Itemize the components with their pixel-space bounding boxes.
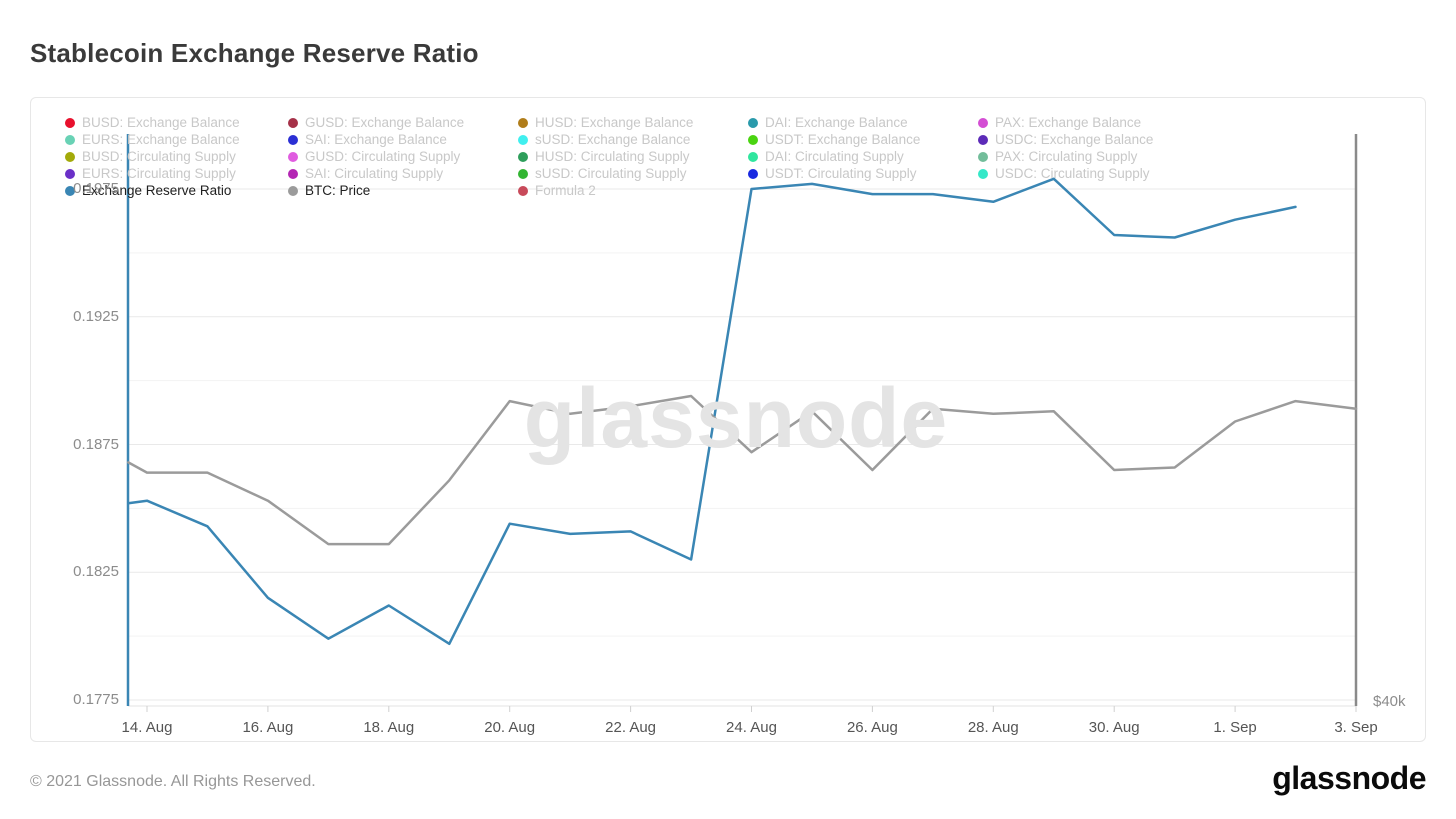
y-axis-tick-label: 0.1825 (73, 563, 119, 581)
legend-dot-icon (978, 151, 988, 162)
legend-item-label: sUSD: Exchange Balance (535, 132, 691, 147)
legend-dot-icon (65, 117, 75, 128)
y-axis-tick-label: 0.1875 (73, 435, 119, 453)
legend-item-label: HUSD: Circulating Supply (535, 149, 690, 164)
legend-item-busd-exchange-balance[interactable]: BUSD: Exchange Balance (65, 114, 240, 131)
legend-dot-icon (748, 168, 758, 179)
x-axis-tick-label: 3. Sep (1334, 719, 1378, 736)
legend-dot-icon (748, 117, 758, 128)
legend-item-label: EURS: Circulating Supply (82, 166, 236, 181)
right-axis-tick-label: $40k (1373, 693, 1406, 710)
x-axis-tick-label: 18. Aug (363, 719, 415, 736)
chart-canvas (126, 134, 1358, 712)
legend-item-gusd-circulating-supply[interactable]: GUSD: Circulating Supply (288, 148, 460, 165)
x-axis-tick-label: 30. Aug (1088, 719, 1140, 736)
legend-dot-icon (65, 151, 75, 162)
page-title: Stablecoin Exchange Reserve Ratio (30, 38, 479, 68)
x-axis-tick-label: 16. Aug (242, 719, 294, 736)
legend-item-label: DAI: Circulating Supply (765, 149, 904, 164)
x-axis-tick-label: 28. Aug (967, 719, 1019, 736)
legend-dot-icon (978, 134, 988, 145)
legend-dot-icon (978, 168, 988, 179)
legend-dot-icon (65, 185, 75, 196)
legend-item-husd-circulating-supply[interactable]: HUSD: Circulating Supply (518, 148, 690, 165)
legend-dot-icon (518, 151, 528, 162)
legend-item-label: BUSD: Exchange Balance (82, 115, 240, 130)
legend-item-sai-circulating-supply[interactable]: SAI: Circulating Supply (288, 165, 443, 182)
legend-item-susd-circulating-supply[interactable]: sUSD: Circulating Supply (518, 165, 687, 182)
legend-item-label: Formula 2 (535, 183, 596, 198)
legend-dot-icon (65, 168, 75, 179)
legend-item-btc-price[interactable]: BTC: Price (288, 182, 370, 199)
legend-item-label: PAX: Circulating Supply (995, 149, 1138, 164)
legend-dot-icon (65, 134, 75, 145)
legend-dot-icon (288, 151, 298, 162)
legend-item-label: BTC: Price (305, 183, 371, 198)
legend-dot-icon (518, 185, 528, 196)
footer-copyright: © 2021 Glassnode. All Rights Reserved. (30, 773, 316, 790)
series-line-btc-price (127, 394, 1358, 546)
legend-dot-icon (748, 134, 758, 145)
legend-item-busd-circulating-supply[interactable]: BUSD: Circulating Supply (65, 148, 236, 165)
legend-dot-icon (978, 117, 988, 128)
legend-item-susd-exchange-balance[interactable]: sUSD: Exchange Balance (518, 131, 690, 148)
legend-dot-icon (518, 117, 528, 128)
legend-item-eurs-exchange-balance[interactable]: EURS: Exchange Balance (65, 131, 240, 148)
legend-item-label: USDC: Exchange Balance (995, 132, 1154, 147)
legend-item-formula-2[interactable]: Formula 2 (518, 182, 596, 199)
chart-card: glassnode BUSD: Exchange Balance GUSD: Ex… (30, 97, 1426, 742)
legend-item-label: EURS: Exchange Balance (82, 132, 240, 147)
legend-item-exchange-reserve-ratio[interactable]: Exchange Reserve Ratio (65, 182, 231, 199)
legend-dot-icon (518, 134, 528, 145)
legend-dot-icon (288, 117, 298, 128)
legend-item-dai-exchange-balance[interactable]: DAI: Exchange Balance (748, 114, 908, 131)
legend-item-usdt-circulating-supply[interactable]: USDT: Circulating Supply (748, 165, 917, 182)
legend-dot-icon (518, 168, 528, 179)
legend-item-usdc-circulating-supply[interactable]: USDC: Circulating Supply (978, 165, 1150, 182)
x-axis-tick-label: 22. Aug (605, 719, 657, 736)
legend-item-label: PAX: Exchange Balance (995, 115, 1142, 130)
legend-item-label: SAI: Exchange Balance (305, 132, 447, 147)
legend-item-label: DAI: Exchange Balance (765, 115, 908, 130)
legend-item-label: GUSD: Circulating Supply (305, 149, 461, 164)
legend-dot-icon (288, 185, 298, 196)
y-axis-tick-label: 0.1925 (73, 307, 119, 325)
legend-item-label: USDT: Circulating Supply (765, 166, 917, 181)
legend-item-sai-exchange-balance[interactable]: SAI: Exchange Balance (288, 131, 447, 148)
legend-dot-icon (288, 168, 298, 179)
legend-item-dai-circulating-supply[interactable]: DAI: Circulating Supply (748, 148, 904, 165)
legend-item-usdt-exchange-balance[interactable]: USDT: Exchange Balance (748, 131, 920, 148)
legend-item-gusd-exchange-balance[interactable]: GUSD: Exchange Balance (288, 114, 464, 131)
x-axis-tick-label: 14. Aug (121, 719, 173, 736)
legend-item-label: sUSD: Circulating Supply (535, 166, 687, 181)
legend-item-label: Exchange Reserve Ratio (82, 183, 232, 198)
legend-item-husd-exchange-balance[interactable]: HUSD: Exchange Balance (518, 114, 693, 131)
legend-dot-icon (288, 134, 298, 145)
legend-item-pax-exchange-balance[interactable]: PAX: Exchange Balance (978, 114, 1141, 131)
x-axis-tick-label: 24. Aug (726, 719, 777, 736)
x-axis-tick-label: 26. Aug (846, 719, 898, 736)
x-axis-tick-label: 20. Aug (484, 719, 536, 736)
legend-item-pax-circulating-supply[interactable]: PAX: Circulating Supply (978, 148, 1137, 165)
legend-item-label: USDC: Circulating Supply (995, 166, 1150, 181)
legend-dot-icon (748, 151, 758, 162)
legend-item-label: SAI: Circulating Supply (305, 166, 444, 181)
legend-item-usdc-exchange-balance[interactable]: USDC: Exchange Balance (978, 131, 1153, 148)
legend-item-label: USDT: Exchange Balance (765, 132, 921, 147)
y-axis-tick-label: 0.1775 (73, 691, 119, 708)
series-line-exchange-reserve-ratio (127, 177, 1297, 646)
legend-item-label: GUSD: Exchange Balance (305, 115, 465, 130)
legend-item-eurs-circulating-supply[interactable]: EURS: Circulating Supply (65, 165, 236, 182)
legend-item-label: BUSD: Circulating Supply (82, 149, 236, 164)
glassnode-logo: glassnode (1272, 760, 1426, 796)
x-axis-tick-label: 1. Sep (1213, 719, 1257, 736)
y-axis-tick-label: 0.1975 (73, 180, 119, 197)
legend-item-label: HUSD: Exchange Balance (535, 115, 694, 130)
